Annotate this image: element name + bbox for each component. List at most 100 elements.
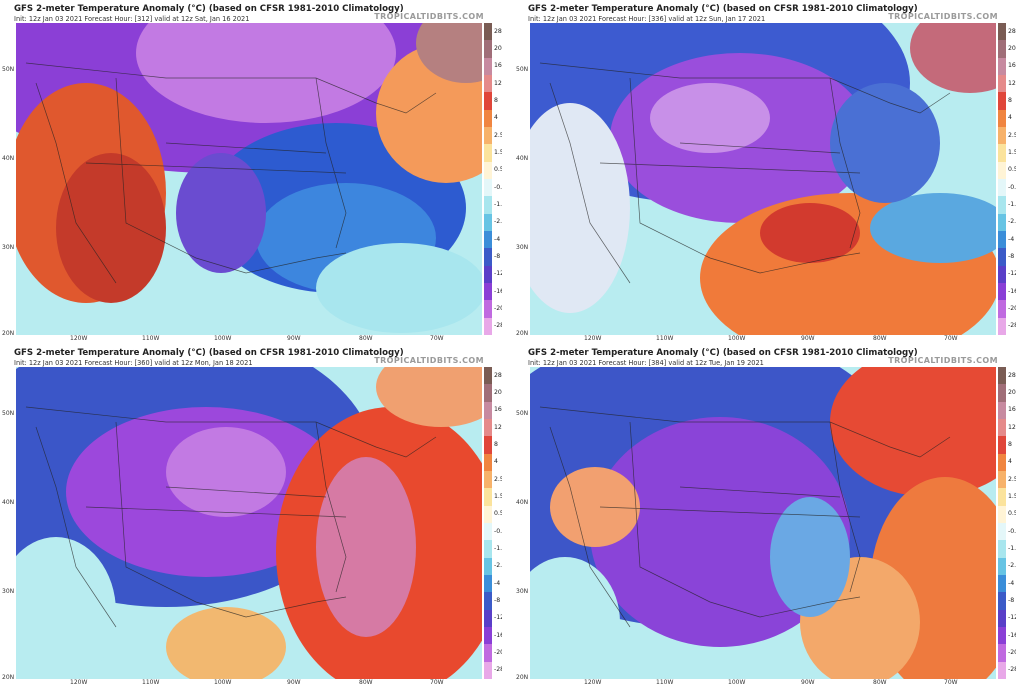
colorbar-label: -28 [494,666,502,674]
anomaly-map [530,23,996,335]
brand-watermark: TROPICALTIDBITS.COM [374,12,484,21]
colorbar-swatch [998,661,1006,680]
colorbar-swatch [484,661,492,680]
colorbar-label: -12 [494,614,502,622]
colorbar-swatch [998,592,1006,611]
map-panel-2: GFS 2-meter Temperature Anomaly (°C) (ba… [516,2,1016,342]
colorbar-swatch [998,23,1006,41]
colorbar-label: -4 [1008,235,1015,243]
lon-label: 120W [70,679,88,686]
colorbar-label: -28 [1008,666,1016,674]
lon-label: 70W [944,335,958,342]
colorbar-label: -12 [494,270,502,278]
lon-label: 120W [584,335,602,342]
lon-label: 120W [584,679,602,686]
colorbar-swatch [484,283,492,301]
lon-label: 70W [430,335,444,342]
colorbar-label: -1.5 [1008,545,1016,552]
lat-label: 30N [2,588,15,595]
panel-title: GFS 2-meter Temperature Anomaly (°C) (ba… [14,4,404,14]
map-panel-4: GFS 2-meter Temperature Anomaly (°C) (ba… [516,346,1016,686]
colorbar-swatch [484,92,492,111]
colorbar-label: -12 [1008,270,1016,278]
colorbar-label: 2.5 [494,131,502,139]
colorbar-label: -20 [494,305,502,312]
colorbar-swatch [484,231,492,249]
lat-label: 30N [2,244,15,251]
colorbar-swatch [998,92,1006,111]
colorbar-label: 20 [494,389,502,396]
lat-label: 50N [516,410,529,417]
colorbar-swatch [484,575,492,593]
colorbar-swatch [484,161,492,180]
colorbar-label: 20 [494,45,502,52]
borders-overlay [25,406,437,628]
colorbar-swatch [484,540,492,559]
colorbar-swatch [998,575,1006,593]
colorbar-swatch [484,179,492,197]
colorbar [484,367,492,680]
colorbar-label: 28 [494,371,502,379]
colorbar-swatch [484,557,492,576]
colorbar-swatch [998,75,1006,93]
panel-subtitle: Init: 12z Jan 03 2021 Forecast Hour: [33… [528,15,766,23]
colorbar-label: -28 [1008,322,1016,330]
lat-label: 40N [516,499,529,506]
panel-title: GFS 2-meter Temperature Anomaly (°C) (ba… [14,348,404,358]
brand-watermark: TROPICALTIDBITS.COM [888,356,998,365]
colorbar-swatch [998,248,1006,267]
colorbar-swatch [998,557,1006,576]
colorbar-swatch [998,627,1006,645]
anomaly-map [530,367,996,679]
panel-title: GFS 2-meter Temperature Anomaly (°C) (ba… [528,348,918,358]
colorbar-label: 28 [1008,27,1016,35]
panel-subtitle: Init: 12z Jan 03 2021 Forecast Hour: [36… [14,359,253,367]
lon-label: 110W [142,679,160,686]
colorbar-swatch [998,401,1006,420]
colorbar-swatch [484,109,492,128]
colorbar-swatch [484,401,492,420]
colorbar-label: 2.5 [1008,475,1016,483]
borders-overlay [539,406,951,628]
colorbar-swatch [998,523,1006,541]
colorbar-label: 20 [1008,45,1016,52]
colorbar-label: 8 [494,441,498,448]
lon-label: 70W [430,679,444,686]
colorbar-label: 4 [494,458,498,466]
colorbar-label: -16 [1008,287,1016,295]
colorbar-swatch [484,627,492,645]
colorbar-swatch [998,57,1006,76]
colorbar-swatch [484,144,492,163]
lat-label: 20N [2,330,15,337]
colorbar-swatch [998,317,1006,336]
colorbar-swatch [998,488,1006,507]
colorbar-swatch [484,367,492,385]
brand-watermark: TROPICALTIDBITS.COM [374,356,484,365]
colorbar-label: -1.5 [494,201,502,208]
colorbar-label: 12 [1008,423,1016,431]
lat-label: 20N [516,674,529,681]
colorbar-label: 20 [1008,389,1016,396]
lon-label: 80W [359,335,373,342]
colorbar-label: -2.5 [494,562,502,570]
colorbar-label: -20 [1008,305,1016,312]
borders-overlay [25,62,437,284]
colorbar-label: 28 [494,27,502,35]
colorbar-label: -20 [1008,649,1016,656]
panel-title: GFS 2-meter Temperature Anomaly (°C) (ba… [528,4,918,14]
map-panel-1: GFS 2-meter Temperature Anomaly (°C) (ba… [2,2,502,342]
lat-label: 50N [2,410,15,417]
colorbar-swatch [998,505,1006,524]
colorbar-swatch [998,109,1006,128]
lon-label: 80W [873,335,887,342]
colorbar-swatch [998,161,1006,180]
colorbar-swatch [484,57,492,76]
colorbar-swatch [998,471,1006,489]
colorbar-swatch [484,453,492,472]
colorbar-swatch [998,127,1006,145]
lon-label: 100W [214,335,232,342]
colorbar-swatch [998,644,1006,663]
colorbar-label: -0.5 [494,183,502,191]
colorbar-label: -20 [494,649,502,656]
colorbar-swatch [998,40,1006,59]
